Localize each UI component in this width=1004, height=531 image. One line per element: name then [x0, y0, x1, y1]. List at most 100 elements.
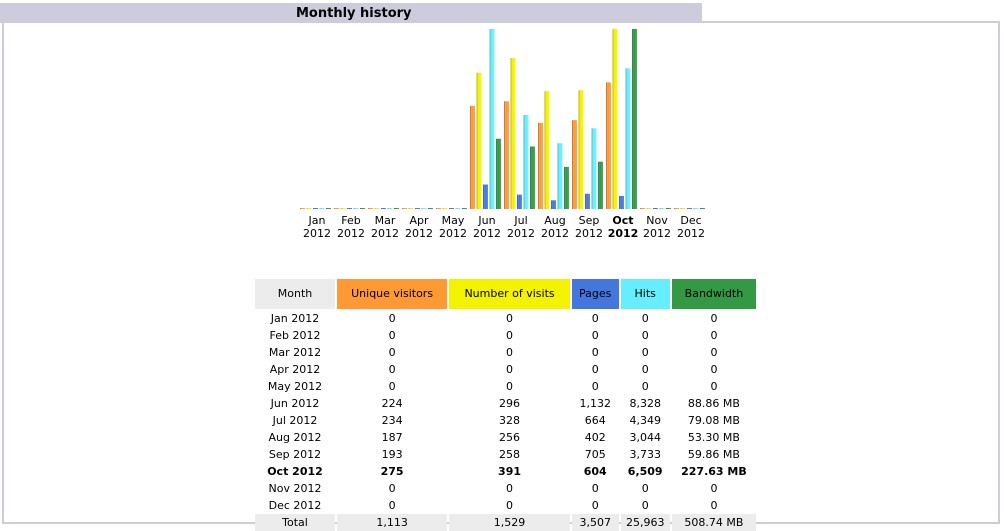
bar-edge — [483, 184, 484, 209]
cell-hits: 0 — [641, 346, 649, 359]
cell-month: Sep 2012 — [268, 448, 322, 461]
bar-number-of-visits-jul-2012 — [510, 58, 516, 209]
bar-hits-jul-2012 — [523, 115, 529, 209]
table-header-row: Month Unique visitors Number of visits P… — [255, 279, 756, 310]
bar-edge — [415, 208, 416, 209]
bar-edge — [300, 208, 301, 209]
bar-edge — [646, 208, 648, 209]
bar-edge — [572, 120, 573, 209]
cell-bandwidth: 0 — [710, 312, 718, 325]
bar-number-of-visits-nov-2012 — [646, 208, 652, 209]
cell-unique-visitors: 0 — [388, 346, 396, 359]
bar-unique-visitors-oct-2012 — [606, 82, 611, 209]
bar-edge — [353, 208, 355, 209]
bar-number-of-visits-dec-2012 — [680, 208, 686, 209]
x-tick-month-label: Aug — [544, 214, 565, 227]
cell-bandwidth: 53.30 MB — [687, 431, 740, 444]
bar-unique-visitors-jan-2012 — [300, 208, 305, 209]
cell-number-of-visits: 328 — [499, 414, 521, 427]
bar-pages-mar-2012 — [381, 208, 386, 209]
x-tick-month-label: Dec — [680, 214, 701, 227]
cell-number-of-visits: 256 — [499, 431, 521, 444]
table-row: Sep 2012 193 258 705 3,733 59.86 MB — [255, 446, 756, 463]
bar-pages-aug-2012 — [551, 200, 556, 209]
bar-edge — [428, 208, 429, 209]
cell-hits: 6,509 — [627, 465, 663, 478]
bar-pages-jan-2012 — [313, 208, 318, 209]
cell-bandwidth: 227.63 MB — [681, 465, 747, 478]
bar-number-of-visits-may-2012 — [442, 208, 448, 209]
column-header-month: Month — [255, 279, 335, 310]
table-row: Apr 2012 0 0 0 0 0 — [255, 361, 756, 378]
x-tick-year-label: 2012 — [337, 227, 365, 240]
bar-edge — [659, 208, 661, 209]
cell-bandwidth: 0 — [710, 329, 718, 342]
x-tick-year-label: 2012 — [371, 227, 399, 240]
bar-unique-visitors-mar-2012 — [368, 208, 373, 209]
table-row: Jul 2012 234 328 664 4,349 79.08 MB — [255, 412, 756, 429]
bar-number-of-visits-apr-2012 — [408, 208, 414, 209]
total-pages: 3,507 — [571, 514, 619, 531]
table-row: Mar 2012 0 0 0 0 0 — [255, 344, 756, 361]
x-tick-year-label: 2012 — [303, 227, 331, 240]
bar-unique-visitors-jul-2012 — [504, 101, 509, 209]
table-row: Feb 2012 0 0 0 0 0 — [255, 327, 756, 344]
cell-number-of-visits: 0 — [506, 482, 514, 495]
total-unique-visitors: 1,113 — [337, 514, 448, 531]
bar-number-of-visits-sep-2012 — [578, 90, 584, 209]
table-row: Jun 2012 224 296 1,132 8,328 88.86 MB — [255, 395, 756, 412]
cell-number-of-visits: 296 — [499, 397, 521, 410]
cell-hits: 3,044 — [629, 431, 661, 444]
cell-number-of-visits: 0 — [506, 329, 514, 342]
bar-edge — [476, 72, 478, 210]
monthly-history-table: Month Unique visitors Number of visits P… — [253, 279, 758, 531]
bar-edge — [319, 208, 321, 209]
cell-number-of-visits: 0 — [506, 312, 514, 325]
bar-bandwidth-jun-2012 — [496, 138, 501, 209]
x-tick-month-label: Feb — [341, 214, 360, 227]
x-tick-year-label: 2012 — [405, 227, 433, 240]
cell-pages: 0 — [591, 363, 599, 376]
bar-pages-jun-2012 — [483, 184, 488, 209]
bar-number-of-visits-oct-2012 — [612, 29, 618, 209]
cell-month: Jan 2012 — [270, 312, 320, 325]
bar-edge — [489, 29, 491, 209]
bar-bandwidth-jan-2012 — [326, 208, 331, 209]
bar-edge — [666, 208, 667, 209]
column-header-unique-visitors: Unique visitors — [337, 279, 448, 310]
cell-pages: 664 — [584, 414, 606, 427]
cell-bandwidth: 0 — [710, 482, 718, 495]
total-hits: 25,963 — [620, 514, 670, 531]
bar-edge — [347, 208, 348, 209]
cell-pages: 402 — [584, 431, 606, 444]
cell-hits: 0 — [641, 363, 649, 376]
bar-bandwidth-nov-2012 — [666, 208, 671, 209]
bar-edge — [625, 68, 627, 209]
cell-pages: 0 — [591, 380, 599, 393]
bar-bandwidth-mar-2012 — [394, 208, 399, 209]
bar-edge — [619, 195, 620, 209]
cell-bandwidth: 79.08 MB — [687, 414, 740, 427]
x-tick-month-label: May — [442, 214, 465, 227]
cell-number-of-visits: 258 — [499, 448, 521, 461]
bar-number-of-visits-mar-2012 — [374, 208, 380, 209]
cell-number-of-visits: 0 — [506, 380, 514, 393]
bar-edge — [530, 146, 531, 209]
bar-hits-apr-2012 — [421, 208, 427, 209]
bar-number-of-visits-feb-2012 — [340, 208, 346, 209]
bar-pages-apr-2012 — [415, 208, 420, 209]
bar-unique-visitors-nov-2012 — [640, 208, 645, 209]
cell-number-of-visits: 0 — [506, 363, 514, 376]
x-tick-month-label: Mar — [375, 214, 396, 227]
cell-pages: 0 — [591, 312, 599, 325]
bar-edge — [374, 208, 376, 209]
bar-pages-feb-2012 — [347, 208, 352, 209]
cell-hits: 0 — [641, 329, 649, 342]
bar-bandwidth-aug-2012 — [564, 166, 569, 209]
x-tick-year-label: 2012 — [507, 227, 535, 240]
bar-edge — [381, 208, 382, 209]
x-tick-month-label: Jan — [308, 214, 326, 227]
bar-hits-may-2012 — [455, 208, 461, 209]
bar-bandwidth-may-2012 — [462, 208, 467, 209]
cell-month: Apr 2012 — [269, 363, 321, 376]
